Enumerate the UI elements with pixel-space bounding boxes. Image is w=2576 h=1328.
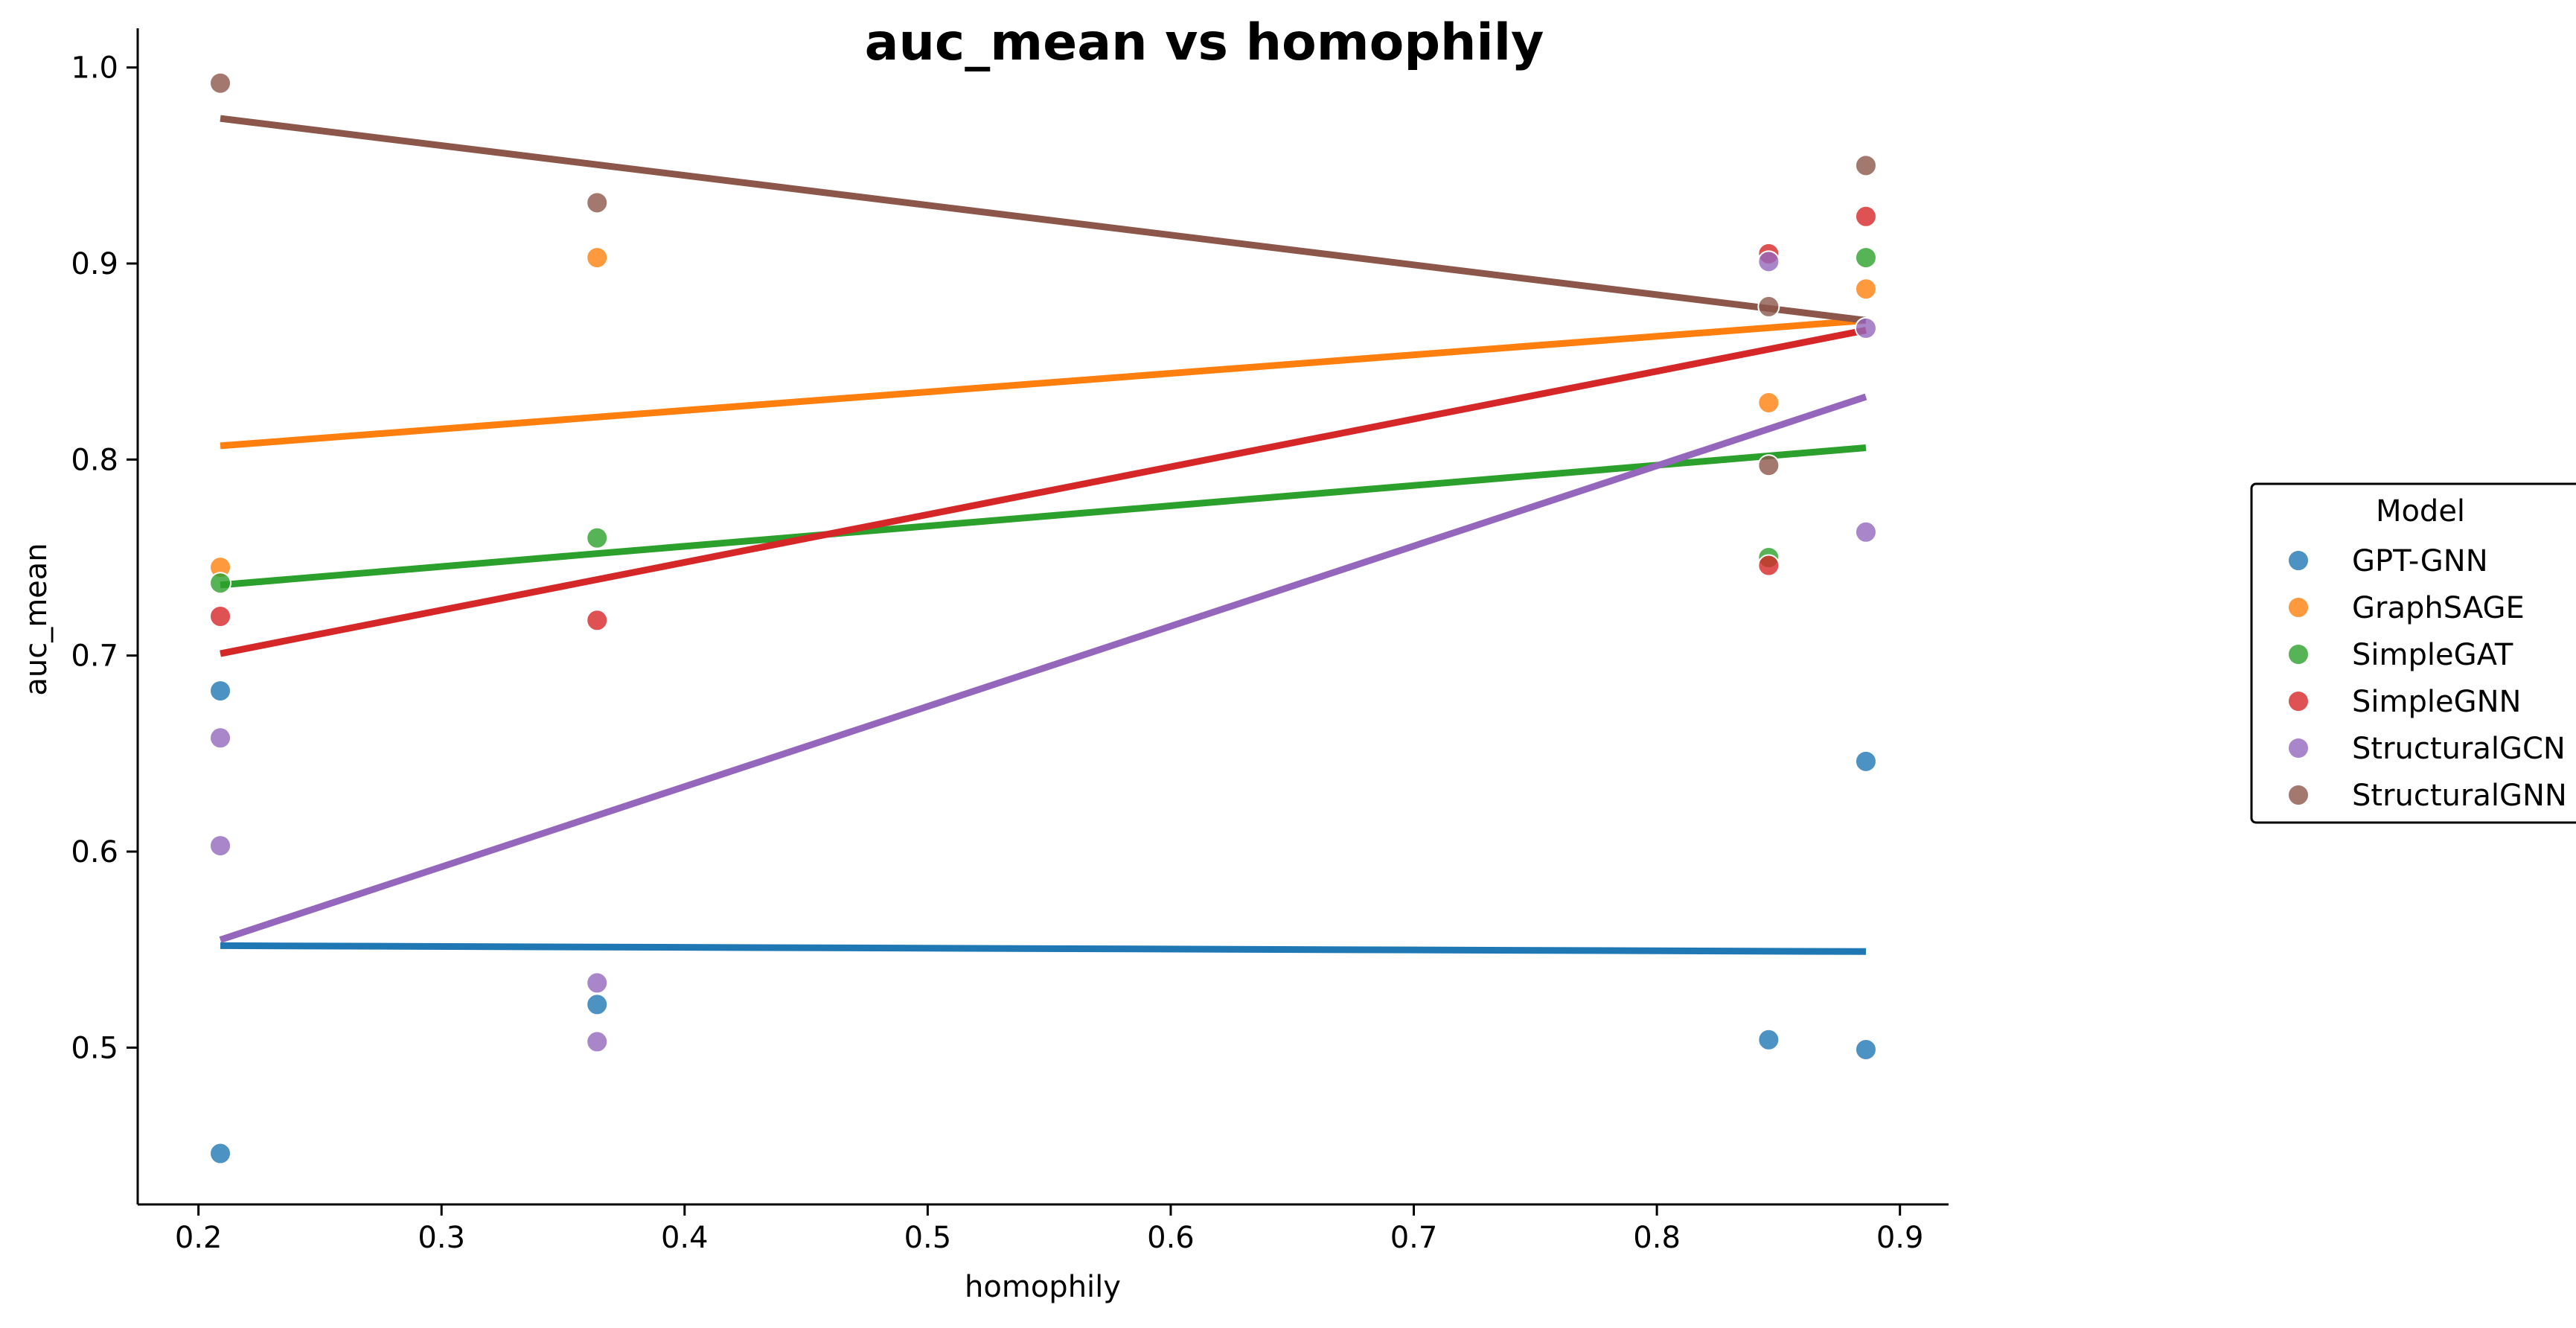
- data-point-structuralgnn: [586, 191, 609, 214]
- fit-lines: [219, 115, 1867, 955]
- data-point-gpt-gnn: [209, 1142, 232, 1165]
- fit-line-simplegat: [220, 444, 1867, 589]
- data-point-structuralgnn: [1757, 295, 1780, 318]
- fit-line-simplegnn: [220, 327, 1867, 657]
- data-point-gpt-gnn: [1757, 1028, 1780, 1051]
- legend-label-structuralgnn: StructuralGNN: [2352, 779, 2567, 813]
- fit-line-structuralgnn: [220, 115, 1867, 324]
- data-point-gpt-gnn: [1854, 750, 1877, 773]
- data-point-structuralgcn: [209, 727, 232, 750]
- legend-label-simplegnn: SimpleGNN: [2352, 685, 2521, 719]
- legend-title: Model: [2376, 494, 2465, 529]
- data-point-simplegnn: [1854, 205, 1877, 228]
- y-tick-label: 0.5: [71, 1031, 118, 1065]
- legend-marker-graphsage: [2287, 596, 2310, 619]
- fit-line-graphsage: [220, 316, 1867, 450]
- x-tick-label: 0.5: [904, 1221, 952, 1255]
- legend-label-simplegat: SimpleGAT: [2352, 638, 2513, 672]
- data-point-gpt-gnn: [209, 680, 232, 703]
- data-point-structuralgnn: [209, 71, 232, 95]
- y-tick-label: 1.0: [71, 51, 118, 86]
- x-axis-label: homophily: [965, 1270, 1121, 1304]
- x-tick-label: 0.6: [1147, 1221, 1195, 1255]
- legend-marker-gpt-gnn: [2287, 549, 2310, 572]
- y-tick-label: 0.8: [71, 443, 118, 477]
- x-tick-label: 0.2: [175, 1221, 223, 1255]
- x-tick-label: 0.7: [1390, 1221, 1438, 1255]
- data-point-gpt-gnn: [1854, 1038, 1877, 1061]
- chart-title: auc_mean vs homophily: [865, 13, 1544, 72]
- legend-marker-structuralgcn: [2287, 737, 2310, 759]
- data-point-graphsage: [586, 246, 609, 269]
- legend-frame: [2250, 482, 2576, 824]
- legend-label-graphsage: GraphSAGE: [2352, 591, 2525, 625]
- legend-marker-structuralgnn: [2287, 784, 2310, 806]
- data-point-simplegat: [1854, 246, 1877, 269]
- x-tick-label: 0.3: [418, 1221, 465, 1255]
- data-point-graphsage: [1757, 391, 1780, 414]
- data-point-simplegnn: [209, 605, 232, 628]
- y-axis-label: auc_mean: [19, 543, 54, 695]
- legend-label-structuralgcn: StructuralGCN: [2352, 732, 2566, 766]
- data-point-structuralgcn: [1854, 520, 1877, 543]
- axes: 0.2 0.3 0.4 0.5 0.6 0.7 0.8 0.9 0.5 0.6 0.7 0.8 0.9 1…: [71, 28, 1949, 1255]
- data-points: [209, 71, 1877, 1165]
- data-point-structuralgcn: [586, 971, 609, 995]
- data-point-simplegat: [586, 526, 609, 549]
- data-point-simplegnn: [1757, 554, 1780, 577]
- data-point-structuralgcn: [586, 1030, 609, 1053]
- legend-marker-simplegnn: [2287, 690, 2310, 712]
- x-tick-label: 0.4: [661, 1221, 709, 1255]
- legend-label-gpt-gnn: GPT-GNN: [2352, 544, 2488, 578]
- x-tick-label: 0.9: [1876, 1221, 1924, 1255]
- legend: Model GPT-GNN GraphSAGE SimpleGAT SimpleGNN…: [2250, 482, 2576, 824]
- y-tick-label: 0.7: [71, 639, 118, 674]
- data-point-simplegnn: [586, 609, 609, 632]
- data-point-structuralgcn: [209, 834, 232, 858]
- data-point-structuralgcn: [1757, 250, 1780, 273]
- y-tick-label: 0.9: [71, 247, 118, 281]
- data-point-structuralgnn: [1854, 154, 1877, 177]
- legend-marker-simplegat: [2287, 643, 2310, 665]
- data-point-structuralgcn: [1854, 316, 1877, 339]
- data-point-gpt-gnn: [586, 993, 609, 1016]
- fit-line-structuralgcn: [219, 393, 1867, 943]
- data-point-simplegat: [209, 572, 232, 595]
- fit-line-gpt-gnn: [220, 942, 1866, 955]
- data-point-structuralgnn: [1757, 454, 1780, 477]
- x-tick-label: 0.8: [1633, 1221, 1681, 1255]
- data-point-graphsage: [1854, 278, 1877, 301]
- y-tick-label: 0.6: [71, 835, 118, 869]
